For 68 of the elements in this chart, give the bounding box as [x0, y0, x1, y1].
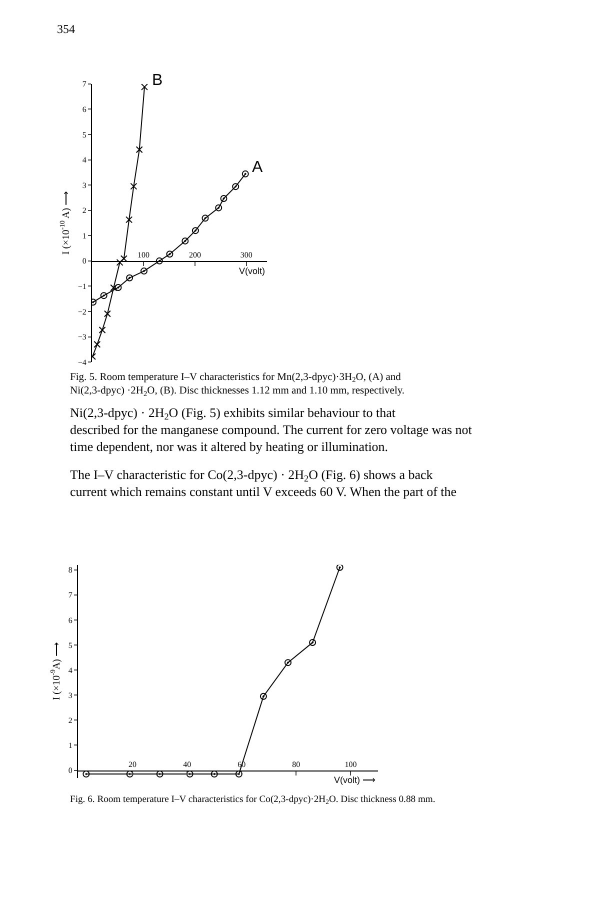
point: [130, 182, 138, 190]
y-tick-label: 2: [82, 206, 86, 216]
y-tick-label: 0: [68, 766, 72, 776]
x-tick-label: 80: [292, 760, 300, 770]
y-tick-label: 6: [82, 104, 86, 114]
point: [156, 257, 163, 264]
y-tick-label: 8: [68, 566, 72, 575]
x-tick-label: 100: [137, 250, 150, 260]
point: [82, 770, 90, 778]
y-tick-label: 3: [68, 690, 72, 700]
point: [232, 183, 240, 190]
point: [166, 250, 174, 258]
y-tick-label: 7: [68, 590, 72, 600]
series-label: A: [252, 159, 263, 176]
point: [210, 770, 218, 778]
y-tick-label: −3: [78, 332, 86, 342]
point: [235, 770, 242, 778]
point: [309, 639, 316, 646]
point: [94, 340, 101, 348]
x-tick-label: 100: [344, 760, 357, 770]
x-axis-title: V(volt): [239, 266, 266, 276]
point: [215, 204, 222, 212]
point: [182, 237, 189, 244]
point: [100, 292, 108, 300]
point: [242, 170, 249, 178]
point: [202, 214, 209, 222]
point: [156, 770, 164, 778]
y-tick-label: 6: [68, 616, 72, 625]
x-tick-label: 20: [128, 760, 137, 770]
point: [192, 227, 199, 234]
text: 354: [57, 22, 75, 36]
text: The I–V characteristic for Co(2,3-dpyc) · 2H$_{2}$O (Fig. 6) shows a back current which remains constant until V exceeds 60 V. When the part of the: [70, 467, 457, 499]
point: [126, 216, 133, 224]
y-tick-label: 5: [68, 640, 72, 650]
point: [126, 770, 134, 778]
text: Fig. 5. Room temperature I–V characteristics for Mn(2,3-dpyc)·3H$_{2}$O, (A) and Ni(2,3-dpyc) ·2H$_{2}$O, (B). Disc thicknesses 1.12 mm and 1.10 mm, respectively.: [70, 372, 405, 398]
x-tick-label: 200: [188, 250, 201, 260]
y-tick-label: 2: [68, 716, 72, 725]
text: Ni(2,3-dpyc) · 2H$_{2}$O (Fig. 5) exhibits similar behaviour to that described for the manganese compound. The current for zero voltage was not time dependent, nor was it altered by heating or illumination.: [70, 405, 472, 454]
series-label: B: [152, 72, 163, 89]
y-tick-label: −1: [78, 282, 86, 292]
point: [186, 770, 194, 778]
point: [220, 194, 228, 202]
point: [284, 659, 292, 666]
point: [136, 146, 143, 154]
point: [336, 564, 344, 571]
x-tick-label: 40: [183, 760, 192, 770]
point: [126, 274, 134, 282]
y-tick-label: −2: [78, 307, 86, 316]
y-tick-label: −4: [78, 358, 86, 367]
y-tick-label: 1: [82, 231, 86, 240]
y-tick-label: 7: [82, 80, 86, 89]
y-tick-label: 4: [68, 666, 72, 675]
point: [140, 268, 148, 275]
y-tick-label: 4: [82, 156, 86, 165]
point: [260, 692, 267, 700]
point: [141, 84, 148, 90]
y-tick-label: 5: [82, 130, 86, 140]
y-tick-label: 1: [68, 741, 72, 750]
point: [104, 310, 111, 318]
x-axis-title: V(volt) ⟶: [334, 775, 376, 785]
point: [110, 284, 118, 292]
caption: Fig. 6. Room temperature I–V characteristics for Co(2,3-dpyc)·2H$_{2}$O. Disc thickness 0.88 mm.: [70, 794, 436, 806]
x-tick-label: 300: [240, 250, 252, 260]
point: [114, 284, 122, 291]
point: [98, 326, 106, 334]
y-tick-label: 3: [82, 180, 86, 190]
y-tick-label: 0: [82, 256, 86, 266]
